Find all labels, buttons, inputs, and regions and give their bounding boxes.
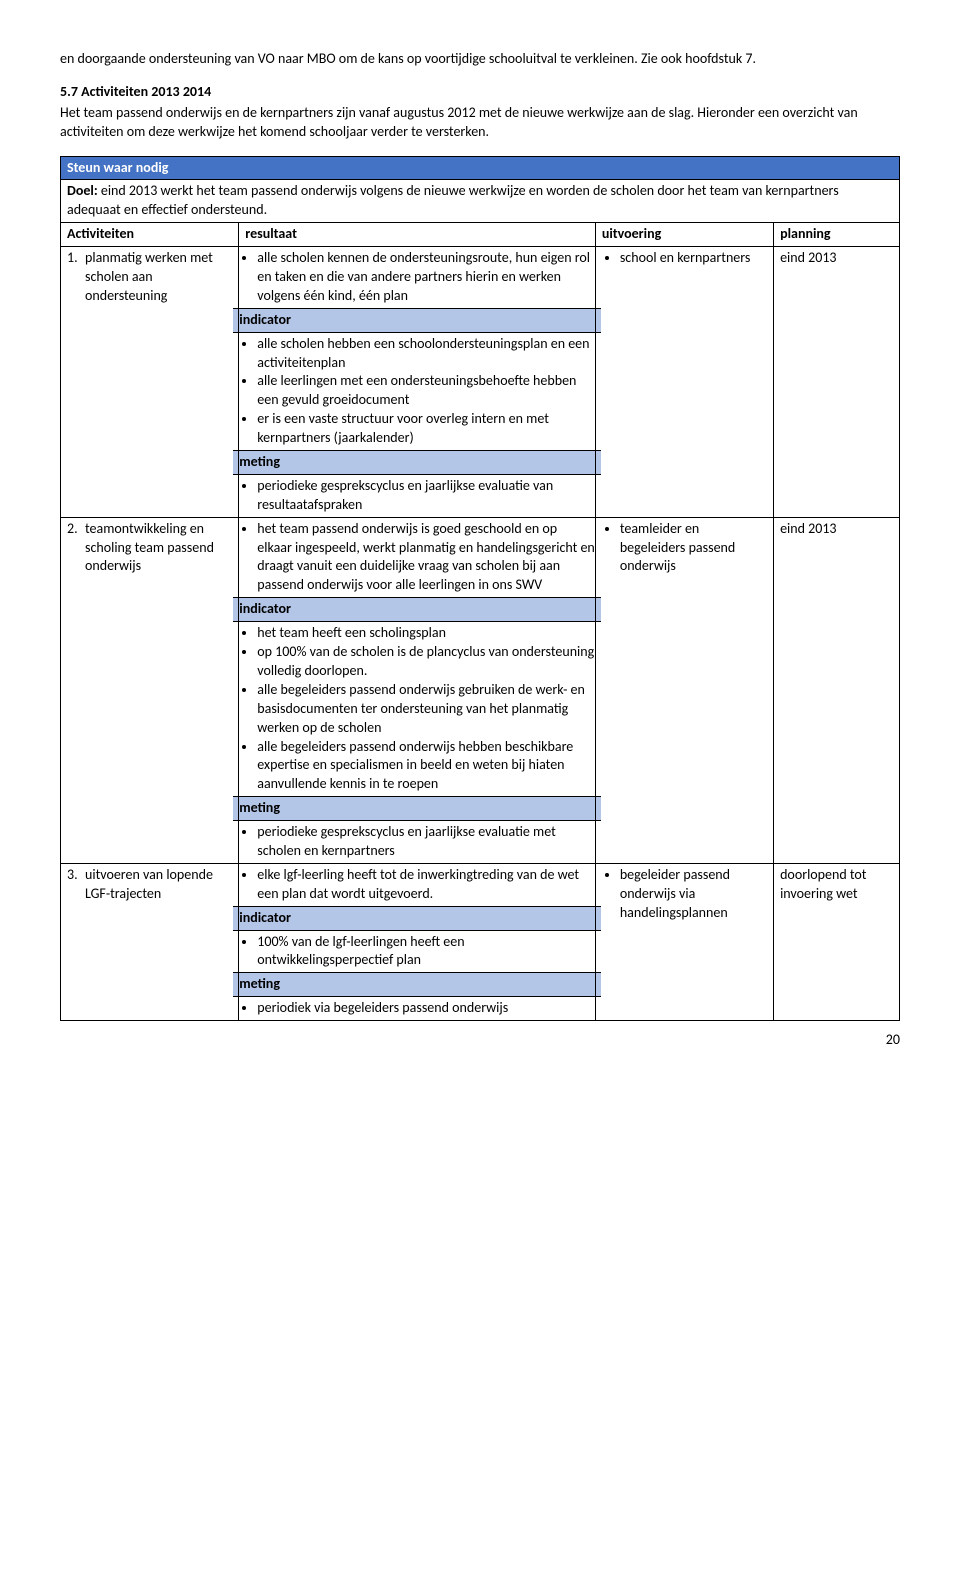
bullet-list: begeleider passend onderwijs via handeli… xyxy=(602,866,767,923)
indicator-header: indicator xyxy=(233,906,601,930)
activiteit-cell: 2.teamontwikkeling en scholing team pass… xyxy=(61,517,239,863)
bullet-list: periodiek via begeleiders passend onderw… xyxy=(239,999,595,1018)
table-row: 3.uitvoeren van lopende LGF-trajecten elk… xyxy=(61,863,900,1020)
list-item: 100% van de lgf-leerlingen heeft een ont… xyxy=(257,933,595,971)
bullet-list: 100% van de lgf-leerlingen heeft een ont… xyxy=(239,933,595,971)
uitvoering-cell: school en kernpartners xyxy=(595,247,773,518)
list-item: alle leerlingen met een ondersteuningsbe… xyxy=(257,372,595,410)
intro-paragraph: en doorgaande ondersteuning van VO naar … xyxy=(60,50,900,69)
activity-table: Steun waar nodig Doel: eind 2013 werkt h… xyxy=(60,156,900,1022)
table-title-row: Steun waar nodig xyxy=(61,156,900,180)
col-activiteiten: Activiteiten xyxy=(61,223,239,247)
meting-header: meting xyxy=(233,796,601,820)
page-number: 20 xyxy=(60,1031,900,1050)
doel-text: eind 2013 werkt het team passend onderwi… xyxy=(67,182,839,218)
list-item: periodiek via begeleiders passend onderw… xyxy=(257,999,595,1018)
bullet-list: periodieke gesprekscyclus en jaarlijkse … xyxy=(239,477,595,515)
uitvoering-cell: begeleider passend onderwijs via handeli… xyxy=(595,863,773,1020)
indicator-header: indicator xyxy=(233,597,601,621)
bullet-list: het team passend onderwijs is goed gesch… xyxy=(239,520,595,596)
list-item: teamleider en begeleiders passend onderw… xyxy=(620,520,767,577)
list-item: alle scholen hebben een schoolondersteun… xyxy=(257,335,595,373)
table-doel-cell: Doel: eind 2013 werkt het team passend o… xyxy=(61,180,900,223)
bullet-list: school en kernpartners xyxy=(602,249,767,268)
resultaat-cell: elke lgf-leerling heeft tot de inwerking… xyxy=(239,863,596,1020)
list-item: er is een vaste structuur voor overleg i… xyxy=(257,410,595,448)
planning-cell: eind 2013 xyxy=(774,517,900,863)
list-item: school en kernpartners xyxy=(620,249,767,268)
indicator-header: indicator xyxy=(233,308,601,332)
table-title: Steun waar nodig xyxy=(61,156,900,180)
act-text: teamontwikkeling en scholing team passen… xyxy=(85,520,232,577)
activiteit-cell: 1.planmatig werken met scholen aan onder… xyxy=(61,247,239,518)
meting-header: meting xyxy=(233,972,601,996)
list-item: alle begeleiders passend onderwijs gebru… xyxy=(257,681,595,738)
act-num: 2. xyxy=(67,520,85,577)
bullet-list: teamleider en begeleiders passend onderw… xyxy=(602,520,767,577)
act-text: planmatig werken met scholen aan onderst… xyxy=(85,249,232,306)
list-item: elke lgf-leerling heeft tot de inwerking… xyxy=(257,866,595,904)
list-item: alle scholen kennen de ondersteuningsrou… xyxy=(257,249,595,306)
table-row: 2.teamontwikkeling en scholing team pass… xyxy=(61,517,900,863)
resultaat-cell: alle scholen kennen de ondersteuningsrou… xyxy=(239,247,596,518)
bullet-list: alle scholen kennen de ondersteuningsrou… xyxy=(239,249,595,306)
bullet-list: het team heeft een scholingsplanop 100% … xyxy=(239,624,595,794)
uitvoering-cell: teamleider en begeleiders passend onderw… xyxy=(595,517,773,863)
planning-cell: doorlopend tot invoering wet xyxy=(774,863,900,1020)
bullet-list: periodieke gesprekscyclus en jaarlijkse … xyxy=(239,823,595,861)
list-item: op 100% van de scholen is de plancyclus … xyxy=(257,643,595,681)
table-row: 1.planmatig werken met scholen aan onder… xyxy=(61,247,900,518)
act-text: uitvoeren van lopende LGF-trajecten xyxy=(85,866,232,904)
list-item: periodieke gesprekscyclus en jaarlijkse … xyxy=(257,823,595,861)
list-item: het team heeft een scholingsplan xyxy=(257,624,595,643)
list-item: begeleider passend onderwijs via handeli… xyxy=(620,866,767,923)
table-doel-row: Doel: eind 2013 werkt het team passend o… xyxy=(61,180,900,223)
act-num: 1. xyxy=(67,249,85,306)
act-num: 3. xyxy=(67,866,85,904)
table-column-headers: Activiteiten resultaat uitvoering planni… xyxy=(61,223,900,247)
section-heading: 5.7 Activiteiten 2013 2014 xyxy=(60,83,900,102)
list-item: periodieke gesprekscyclus en jaarlijkse … xyxy=(257,477,595,515)
resultaat-cell: het team passend onderwijs is goed gesch… xyxy=(239,517,596,863)
bullet-list: elke lgf-leerling heeft tot de inwerking… xyxy=(239,866,595,904)
list-item: het team passend onderwijs is goed gesch… xyxy=(257,520,595,596)
col-resultaat: resultaat xyxy=(239,223,596,247)
doel-label: Doel: xyxy=(67,182,98,199)
col-uitvoering: uitvoering xyxy=(595,223,773,247)
section-body: Het team passend onderwijs en de kernpar… xyxy=(60,104,900,142)
col-planning: planning xyxy=(774,223,900,247)
list-item: alle begeleiders passend onderwijs hebbe… xyxy=(257,738,595,795)
meting-header: meting xyxy=(233,450,601,474)
planning-cell: eind 2013 xyxy=(774,247,900,518)
bullet-list: alle scholen hebben een schoolondersteun… xyxy=(239,335,595,448)
activiteit-cell: 3.uitvoeren van lopende LGF-trajecten xyxy=(61,863,239,1020)
